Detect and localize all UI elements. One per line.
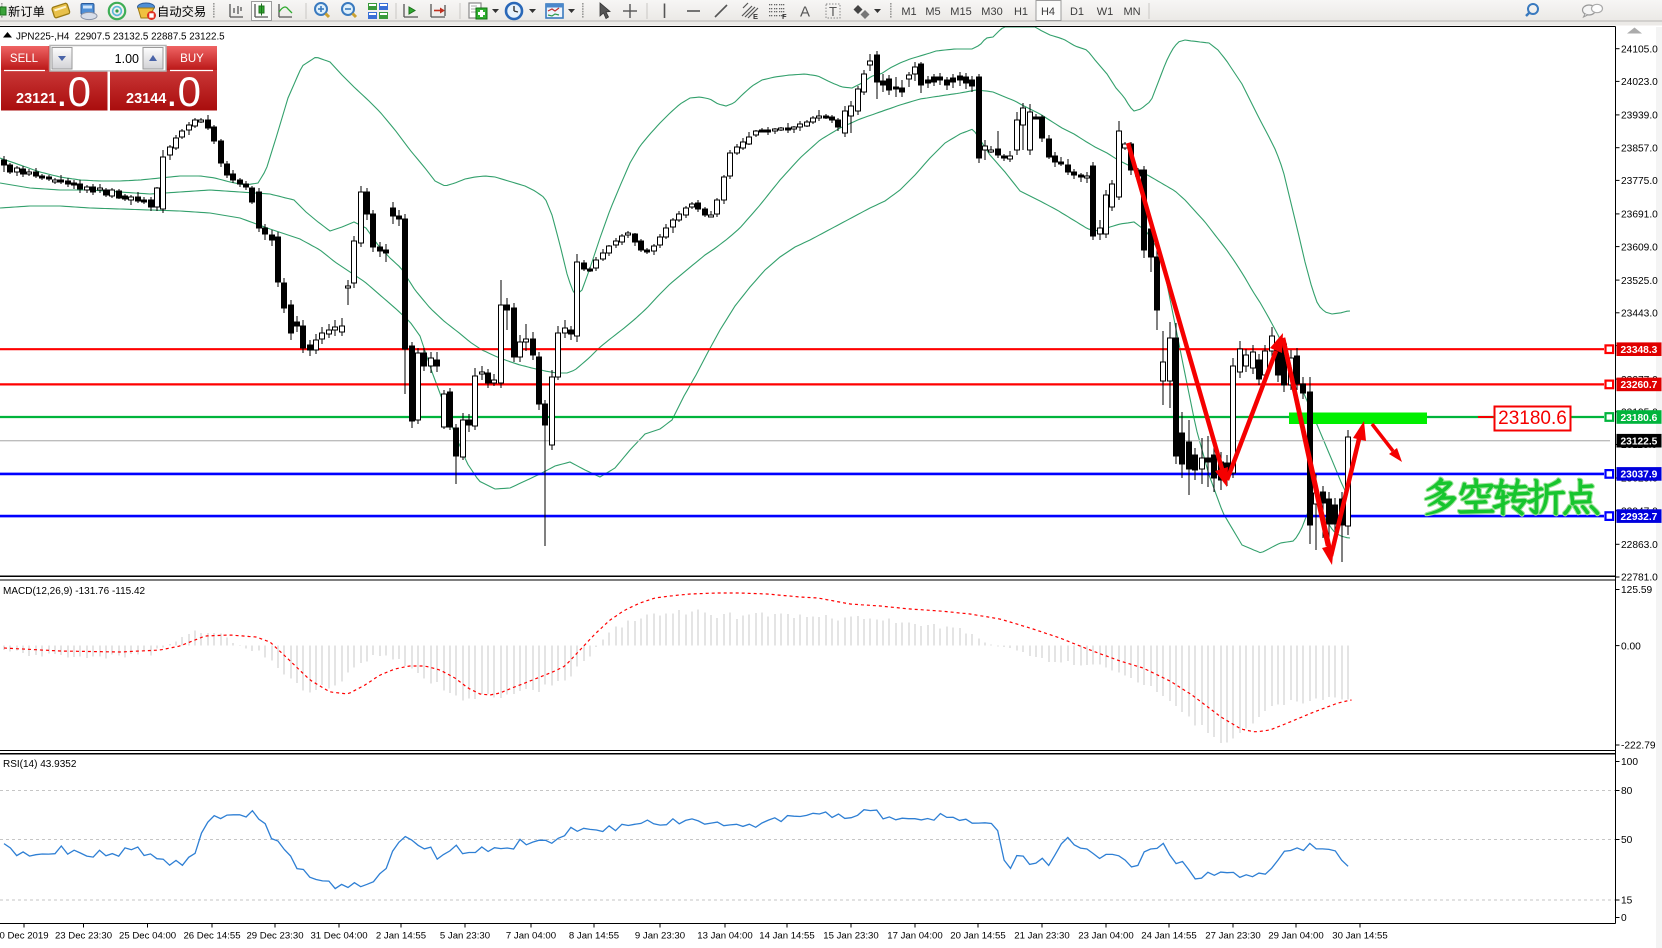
svg-text:H1: H1	[1014, 6, 1028, 18]
svg-text:T: T	[829, 4, 837, 19]
svg-text:8 Jan 14:55: 8 Jan 14:55	[569, 931, 619, 942]
svg-text:23180.6: 23180.6	[1498, 408, 1567, 429]
svg-text:23939.0: 23939.0	[1621, 111, 1658, 122]
svg-text:23260.7: 23260.7	[1621, 380, 1658, 391]
svg-text:30 Jan 14:55: 30 Jan 14:55	[1332, 931, 1387, 942]
svg-text:50: 50	[1621, 835, 1633, 846]
svg-text:23348.3: 23348.3	[1621, 345, 1658, 356]
svg-text:A: A	[800, 4, 810, 21]
svg-text:22781.0: 22781.0	[1621, 573, 1658, 584]
svg-text:21 Jan 23:30: 21 Jan 23:30	[1014, 931, 1069, 942]
svg-text:M30: M30	[981, 6, 1002, 18]
svg-text:23857.0: 23857.0	[1621, 143, 1658, 154]
svg-text:17 Jan 04:00: 17 Jan 04:00	[887, 931, 942, 942]
svg-text:.0: .0	[166, 68, 201, 115]
svg-text:14 Jan 14:55: 14 Jan 14:55	[759, 931, 814, 942]
svg-text:JPN225-,H4 22907.5 23132.5 22: JPN225-,H4 22907.5 23132.5 22887.5 23122…	[16, 32, 225, 43]
svg-text:125.59: 125.59	[1621, 585, 1652, 596]
svg-text:W1: W1	[1097, 6, 1114, 18]
svg-text:-222.79: -222.79	[1621, 741, 1656, 752]
svg-text:RSI(14) 43.9352: RSI(14) 43.9352	[3, 759, 77, 770]
svg-text:H4: H4	[1041, 6, 1055, 18]
svg-text:23775.0: 23775.0	[1621, 176, 1658, 187]
svg-text:0.00: 0.00	[1621, 641, 1641, 652]
svg-text:7 Jan 04:00: 7 Jan 04:00	[506, 931, 556, 942]
svg-text:26 Dec 14:55: 26 Dec 14:55	[183, 931, 240, 942]
svg-text:24105.0: 24105.0	[1621, 44, 1658, 55]
svg-text:0 Dec 2019: 0 Dec 2019	[0, 931, 49, 942]
svg-text:24 Jan 14:55: 24 Jan 14:55	[1141, 931, 1196, 942]
svg-text:80: 80	[1621, 786, 1633, 797]
svg-text:27 Jan 23:30: 27 Jan 23:30	[1205, 931, 1260, 942]
svg-text:31 Dec 04:00: 31 Dec 04:00	[310, 931, 367, 942]
svg-text:1.00: 1.00	[115, 52, 139, 66]
svg-text:23037.9: 23037.9	[1621, 470, 1658, 481]
svg-text:22863.0: 22863.0	[1621, 540, 1658, 551]
svg-text:.0: .0	[56, 68, 91, 115]
svg-text:23121: 23121	[16, 91, 56, 107]
svg-text:9 Jan 23:30: 9 Jan 23:30	[635, 931, 685, 942]
svg-text:23180.6: 23180.6	[1621, 413, 1658, 424]
svg-text:23 Jan 04:00: 23 Jan 04:00	[1078, 931, 1133, 942]
svg-text:15: 15	[1621, 896, 1633, 907]
svg-text:23144: 23144	[126, 91, 166, 107]
svg-text:M5: M5	[925, 6, 940, 18]
svg-text:100: 100	[1621, 757, 1638, 768]
svg-text:E: E	[753, 12, 758, 21]
svg-text:23691.0: 23691.0	[1621, 210, 1658, 221]
svg-text:24023.0: 24023.0	[1621, 77, 1658, 88]
svg-text:5 Jan 23:30: 5 Jan 23:30	[440, 931, 490, 942]
svg-text:MN: MN	[1123, 6, 1140, 18]
svg-text:23 Dec 23:30: 23 Dec 23:30	[55, 931, 112, 942]
svg-text:29 Dec 23:30: 29 Dec 23:30	[246, 931, 303, 942]
svg-text:22932.7: 22932.7	[1621, 512, 1658, 523]
svg-text:23609.0: 23609.0	[1621, 242, 1658, 253]
svg-text:2 Jan 14:55: 2 Jan 14:55	[376, 931, 426, 942]
svg-text:SELL: SELL	[10, 53, 39, 65]
svg-text:29 Jan 04:00: 29 Jan 04:00	[1268, 931, 1323, 942]
svg-text:23525.0: 23525.0	[1621, 276, 1658, 287]
svg-text:13 Jan 04:00: 13 Jan 04:00	[697, 931, 752, 942]
svg-text:MACD(12,26,9) -131.76 -115.42: MACD(12,26,9) -131.76 -115.42	[3, 586, 146, 597]
svg-text:F: F	[782, 12, 787, 21]
svg-text:D1: D1	[1070, 6, 1084, 18]
svg-text:20 Jan 14:55: 20 Jan 14:55	[950, 931, 1005, 942]
svg-text:M1: M1	[901, 6, 916, 18]
svg-text:M15: M15	[950, 6, 971, 18]
svg-text:25 Dec 04:00: 25 Dec 04:00	[119, 931, 176, 942]
svg-text:23443.0: 23443.0	[1621, 309, 1658, 320]
svg-text:BUY: BUY	[180, 53, 204, 65]
svg-text:15 Jan 23:30: 15 Jan 23:30	[823, 931, 878, 942]
svg-text:23122.5: 23122.5	[1621, 437, 1658, 448]
svg-text:0: 0	[1621, 913, 1627, 924]
